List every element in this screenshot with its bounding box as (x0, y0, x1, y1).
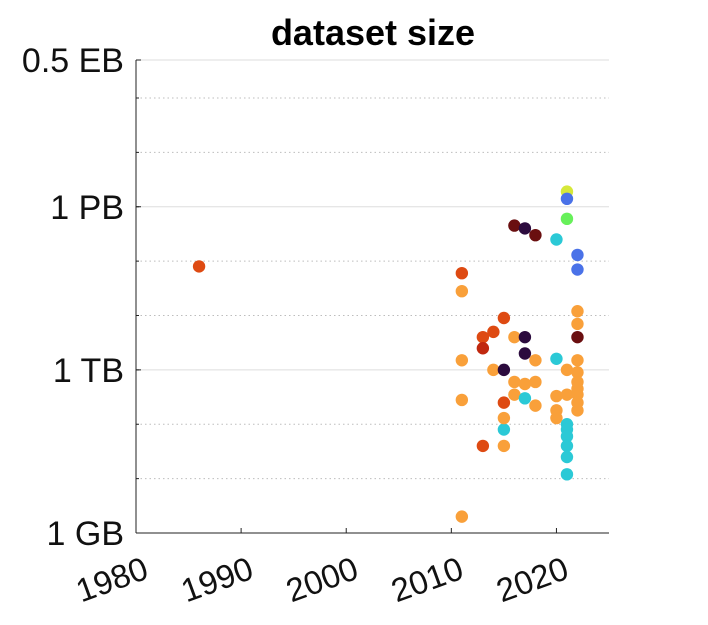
data-point (497, 439, 511, 453)
data-point (455, 393, 469, 407)
data-point (571, 263, 584, 276)
data-point (476, 330, 490, 344)
data-point (518, 377, 532, 391)
data-point (455, 266, 469, 280)
data-point (571, 317, 584, 331)
data-point (508, 219, 521, 232)
data-point (560, 468, 574, 481)
data-point (571, 366, 584, 379)
x-tick-label: 1990 (176, 549, 258, 609)
data-point (529, 354, 542, 367)
data-point (508, 388, 521, 401)
data-point (518, 330, 532, 344)
data-point (571, 354, 584, 367)
x-tick-label: 2010 (386, 549, 468, 609)
data-point (550, 352, 563, 365)
data-point (487, 325, 500, 339)
x-tick-labels: 1980 1990 2000 2010 2020 (71, 549, 573, 609)
data-point (560, 439, 574, 453)
data-point (560, 450, 574, 464)
y-tick-label: 0.5 EB (22, 42, 124, 80)
data-point (455, 510, 469, 523)
data-point (550, 233, 563, 246)
axes (135, 59, 609, 534)
data-point (497, 363, 511, 377)
y-tick-label: 1 PB (50, 189, 124, 227)
data-point (497, 423, 511, 436)
data-point (529, 375, 542, 389)
data-point (529, 228, 542, 242)
x-tick-label: 2000 (281, 549, 363, 609)
data-point (518, 392, 532, 405)
data-point (487, 363, 500, 377)
data-point (560, 388, 574, 401)
data-point (571, 404, 584, 417)
data-point (476, 439, 490, 453)
data-point (192, 260, 206, 273)
data-point (455, 284, 469, 298)
data-point (455, 354, 469, 367)
data-point (550, 389, 563, 403)
data-point (508, 375, 521, 389)
y-tick-labels: 1 GB 1 TB 1 PB 0.5 EB (22, 42, 124, 553)
data-point (497, 396, 511, 409)
data-points (192, 185, 584, 523)
data-point (560, 363, 574, 377)
data-point (508, 330, 521, 344)
gridlines (136, 59, 609, 534)
data-point (571, 330, 584, 344)
chart-title: dataset size (271, 12, 475, 53)
y-tick-label: 1 GB (47, 515, 124, 553)
x-tick-label: 2020 (491, 549, 573, 609)
x-tick-label: 1980 (71, 549, 153, 609)
data-point (550, 411, 563, 425)
data-point (476, 342, 490, 355)
data-point (560, 192, 574, 206)
y-tick-label: 1 TB (53, 352, 124, 390)
data-point (571, 248, 584, 262)
data-point (518, 347, 532, 360)
data-point (571, 304, 584, 318)
data-point (560, 212, 574, 226)
data-point (497, 411, 511, 425)
data-point (518, 222, 532, 235)
data-point (560, 430, 574, 443)
data-point (497, 311, 511, 325)
data-point (529, 399, 542, 412)
